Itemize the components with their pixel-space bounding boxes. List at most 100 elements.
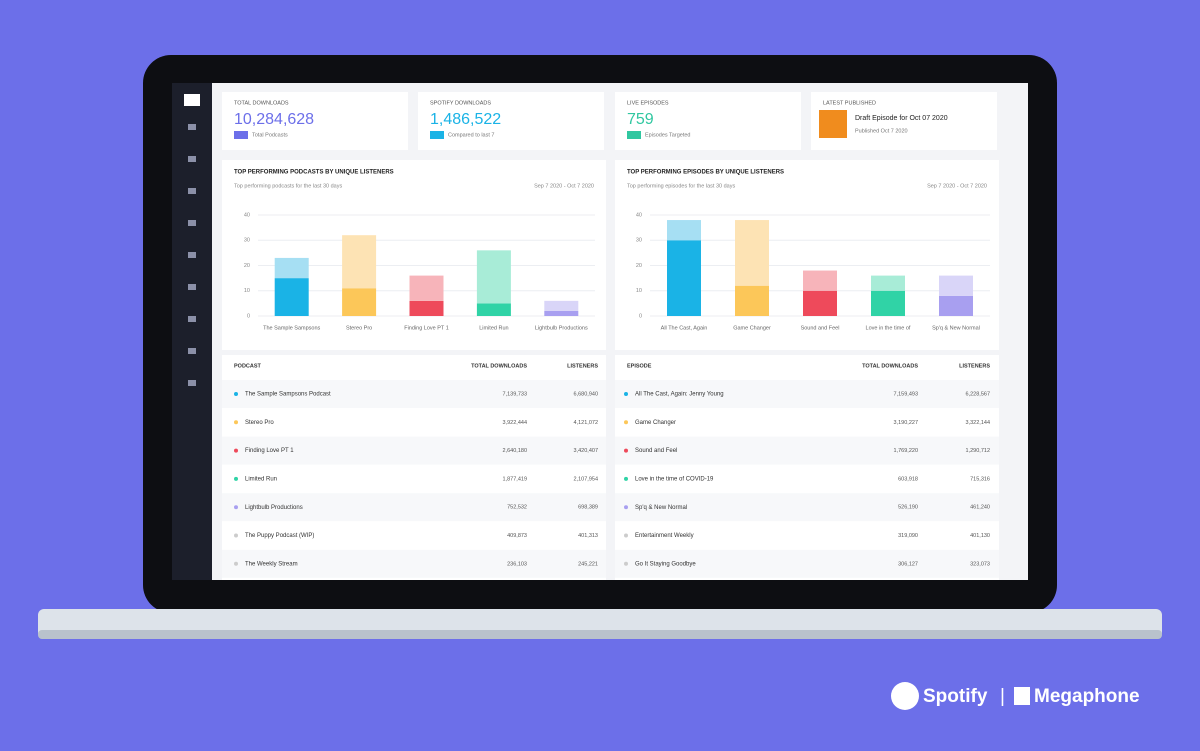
row-downloads: 526,190 xyxy=(898,505,918,511)
table-header: EPISODE xyxy=(627,363,652,369)
x-tick-label: Sp'q & New Normal xyxy=(932,325,980,331)
episode-art xyxy=(819,110,847,138)
bar-segment xyxy=(409,300,444,316)
kpi-value: 759 xyxy=(627,111,654,128)
row-listeners: 6,680,940 xyxy=(574,391,598,397)
row-dot xyxy=(624,505,628,510)
row-dot xyxy=(234,533,238,538)
row-listeners: 2,107,954 xyxy=(574,476,598,482)
y-tick-label: 30 xyxy=(244,238,250,244)
row-listeners: 698,389 xyxy=(578,505,598,511)
row-name: Game Changer xyxy=(635,420,676,426)
row-listeners: 4,121,072 xyxy=(574,420,598,426)
laptop-base-edge xyxy=(38,630,1162,639)
table-header: LISTENERS xyxy=(959,363,990,369)
kpi-value: Draft Episode for Oct 07 2020 xyxy=(855,115,948,122)
row-name: Finding Love PT 1 xyxy=(245,448,294,454)
row-dot xyxy=(624,448,628,453)
row-downloads: 319,090 xyxy=(898,533,918,539)
bar-segment xyxy=(544,300,579,311)
row-dot xyxy=(234,505,238,510)
sidebar-icons xyxy=(184,94,200,386)
y-tick-label: 0 xyxy=(639,313,642,319)
table-row xyxy=(615,380,999,408)
x-tick-label: All The Cast, Again xyxy=(661,325,708,331)
row-name: Sound and Feel xyxy=(635,448,677,454)
table-header: LISTENERS xyxy=(567,363,598,369)
table-row xyxy=(615,436,999,465)
row-listeners: 323,073 xyxy=(970,561,990,567)
kpi-badge xyxy=(627,131,641,139)
x-tick-label: Lightbulb Productions xyxy=(535,325,588,331)
row-name: All The Cast, Again: Jenny Young xyxy=(635,392,724,398)
row-name: Entertainment Weekly xyxy=(635,533,694,539)
y-tick-label: 10 xyxy=(636,288,642,294)
x-tick-label: Stereo Pro xyxy=(346,325,372,331)
bar-segment xyxy=(476,250,511,304)
row-dot xyxy=(624,533,628,538)
bar-segment xyxy=(871,275,905,291)
table-header: PODCAST xyxy=(234,363,262,369)
y-tick-label: 30 xyxy=(636,238,642,244)
x-tick-label: Sound and Feel xyxy=(801,325,840,331)
row-name: Sp'q & New Normal xyxy=(635,505,687,511)
row-downloads: 603,918 xyxy=(898,476,918,482)
row-downloads: 3,922,444 xyxy=(503,420,527,426)
kpi-badge xyxy=(430,131,444,139)
x-tick-label: Limited Run xyxy=(479,325,508,331)
y-tick-label: 40 xyxy=(636,212,642,218)
kpi-value: 10,284,628 xyxy=(234,111,314,128)
table-row xyxy=(222,436,606,465)
bar-segment xyxy=(871,290,905,316)
row-name: Stereo Pro xyxy=(245,420,274,426)
x-tick-label: Finding Love PT 1 xyxy=(404,325,449,331)
row-dot xyxy=(234,392,238,396)
row-name: Limited Run xyxy=(245,476,277,482)
row-downloads: 236,103 xyxy=(507,561,527,567)
row-listeners: 401,313 xyxy=(578,533,598,539)
row-name: The Weekly Stream xyxy=(245,561,298,567)
row-downloads: 1,769,220 xyxy=(894,448,918,454)
row-listeners: 401,130 xyxy=(970,533,990,539)
kpi-badge xyxy=(234,131,248,139)
row-name: The Sample Sampsons Podcast xyxy=(245,392,331,398)
megaphone-logo xyxy=(1014,687,1030,705)
row-downloads: 7,139,733 xyxy=(503,391,527,397)
bar-segment xyxy=(274,278,309,316)
table-row xyxy=(222,493,606,522)
row-dot xyxy=(234,561,238,566)
row-dot xyxy=(624,476,628,481)
y-tick-label: 20 xyxy=(244,263,250,269)
row-downloads: 306,127 xyxy=(898,561,918,567)
bar-segment xyxy=(544,310,579,316)
table-row xyxy=(222,549,606,578)
row-dot xyxy=(624,561,628,566)
table-row xyxy=(615,493,999,522)
table-header: TOTAL DOWNLOADS xyxy=(471,363,527,369)
row-name: The Puppy Podcast (WIP) xyxy=(245,533,314,539)
y-tick-label: 20 xyxy=(636,263,642,269)
row-listeners: 3,420,407 xyxy=(574,448,598,454)
bar-segment xyxy=(735,220,769,286)
row-listeners: 245,221 xyxy=(578,561,598,567)
row-downloads: 3,190,227 xyxy=(894,420,918,426)
date-range: Sep 7 2020 - Oct 7 2020 xyxy=(927,183,987,189)
kpi-card xyxy=(418,92,604,150)
row-dot xyxy=(624,392,628,396)
table-row xyxy=(615,549,999,578)
row-dot xyxy=(234,448,238,453)
x-tick-label: Game Changer xyxy=(733,325,771,331)
chart-subtitle: Top performing episodes for the last 30 … xyxy=(627,183,735,189)
row-listeners: 1,290,712 xyxy=(966,448,990,454)
bar-segment xyxy=(476,303,511,316)
kpi-note: Published Oct 7 2020 xyxy=(855,128,908,134)
row-dot xyxy=(234,476,238,481)
bar-segment xyxy=(667,240,701,316)
row-listeners: 715,316 xyxy=(970,476,990,482)
row-downloads: 1,877,419 xyxy=(503,476,527,482)
row-downloads: 409,873 xyxy=(507,533,527,539)
bar-segment xyxy=(939,275,973,296)
bar-segment xyxy=(939,295,973,316)
bar-segment xyxy=(342,288,377,316)
